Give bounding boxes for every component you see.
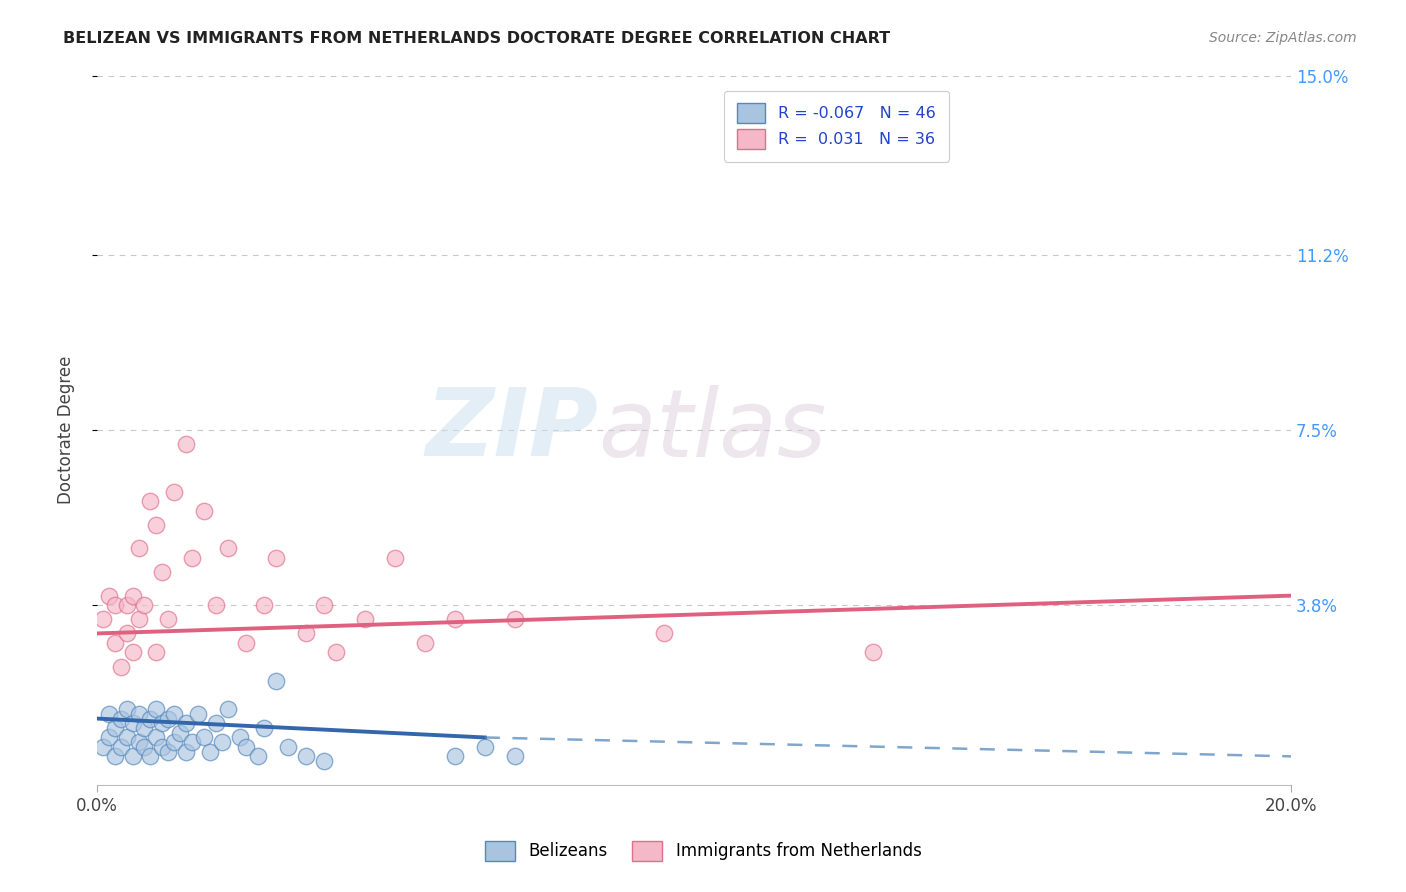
- Point: [128, 706, 150, 721]
- Point: [176, 716, 198, 731]
- Text: atlas: atlas: [599, 384, 827, 475]
- Point: [110, 659, 132, 673]
- Point: [217, 541, 239, 556]
- Point: [152, 716, 174, 731]
- Legend: Belizeans, Immigrants from Netherlands: Belizeans, Immigrants from Netherlands: [478, 834, 928, 868]
- Point: [139, 494, 162, 508]
- Point: [264, 673, 287, 688]
- Point: [235, 739, 257, 754]
- Point: [205, 716, 228, 731]
- Point: [145, 517, 167, 532]
- Point: [187, 706, 209, 721]
- Point: [163, 484, 186, 499]
- Point: [474, 739, 496, 754]
- Point: [205, 598, 228, 612]
- Point: [181, 550, 204, 565]
- Point: [104, 598, 127, 612]
- Point: [157, 745, 180, 759]
- Point: [181, 735, 204, 749]
- Point: [115, 598, 138, 612]
- Point: [97, 706, 120, 721]
- Point: [97, 589, 120, 603]
- Point: [97, 731, 120, 745]
- Legend: R = -0.067   N = 46, R =  0.031   N = 36: R = -0.067 N = 46, R = 0.031 N = 36: [724, 91, 949, 161]
- Point: [139, 712, 162, 726]
- Y-axis label: Doctorate Degree: Doctorate Degree: [58, 356, 75, 504]
- Point: [134, 598, 156, 612]
- Point: [193, 503, 215, 517]
- Point: [193, 731, 215, 745]
- Point: [176, 745, 198, 759]
- Point: [157, 612, 180, 626]
- Point: [152, 739, 174, 754]
- Point: [384, 550, 406, 565]
- Point: [211, 735, 233, 749]
- Point: [163, 735, 186, 749]
- Point: [229, 731, 252, 745]
- Point: [652, 626, 675, 640]
- Text: ZIP: ZIP: [426, 384, 599, 476]
- Point: [325, 645, 347, 659]
- Point: [134, 721, 156, 735]
- Point: [169, 725, 191, 739]
- Point: [217, 702, 239, 716]
- Point: [128, 612, 150, 626]
- Point: [198, 745, 221, 759]
- Point: [862, 645, 884, 659]
- Point: [145, 731, 167, 745]
- Point: [176, 437, 198, 451]
- Point: [145, 702, 167, 716]
- Point: [246, 749, 269, 764]
- Point: [134, 739, 156, 754]
- Point: [253, 598, 276, 612]
- Point: [503, 612, 526, 626]
- Point: [110, 739, 132, 754]
- Point: [104, 636, 127, 650]
- Point: [121, 589, 143, 603]
- Point: [128, 541, 150, 556]
- Point: [104, 721, 127, 735]
- Point: [163, 706, 186, 721]
- Point: [91, 612, 114, 626]
- Point: [413, 636, 436, 650]
- Point: [152, 565, 174, 579]
- Point: [91, 739, 114, 754]
- Point: [503, 749, 526, 764]
- Point: [121, 645, 143, 659]
- Point: [157, 712, 180, 726]
- Point: [277, 739, 299, 754]
- Point: [294, 626, 316, 640]
- Point: [444, 749, 467, 764]
- Point: [104, 749, 127, 764]
- Point: [128, 735, 150, 749]
- Point: [264, 550, 287, 565]
- Point: [121, 716, 143, 731]
- Point: [115, 626, 138, 640]
- Point: [115, 731, 138, 745]
- Point: [121, 749, 143, 764]
- Point: [444, 612, 467, 626]
- Point: [312, 754, 335, 768]
- Point: [354, 612, 377, 626]
- Point: [115, 702, 138, 716]
- Point: [145, 645, 167, 659]
- Point: [235, 636, 257, 650]
- Point: [294, 749, 316, 764]
- Point: [253, 721, 276, 735]
- Text: BELIZEAN VS IMMIGRANTS FROM NETHERLANDS DOCTORATE DEGREE CORRELATION CHART: BELIZEAN VS IMMIGRANTS FROM NETHERLANDS …: [63, 31, 890, 46]
- Point: [110, 712, 132, 726]
- Point: [312, 598, 335, 612]
- Text: Source: ZipAtlas.com: Source: ZipAtlas.com: [1209, 31, 1357, 45]
- Point: [139, 749, 162, 764]
